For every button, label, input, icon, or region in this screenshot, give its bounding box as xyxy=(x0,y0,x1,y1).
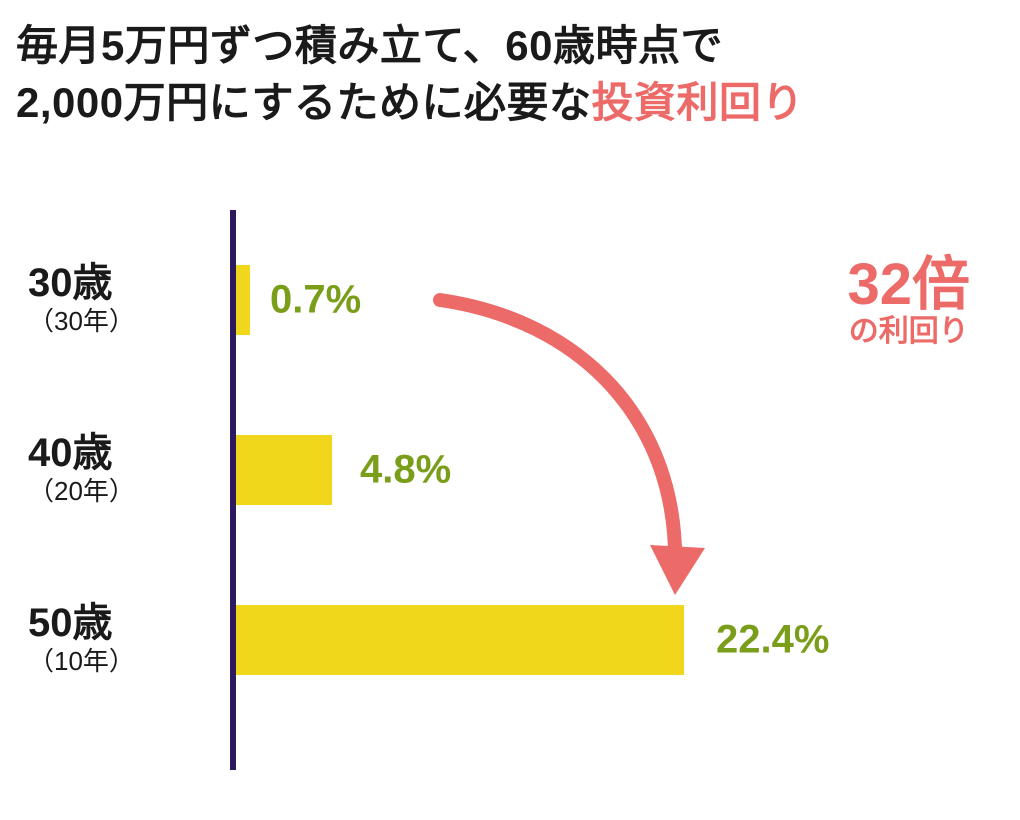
age-label: 50歳 xyxy=(28,601,218,645)
age-label: 40歳 xyxy=(28,431,218,475)
bar-40 xyxy=(236,435,332,505)
title-highlight: 投資利回り xyxy=(592,79,805,126)
value-label-50: 22.4% xyxy=(716,618,829,663)
bar-50 xyxy=(236,605,684,675)
years-label: （30年） xyxy=(28,305,218,339)
callout-big: 32倍 xyxy=(847,256,970,314)
title-line2-before: 2,000万円にするために必要な xyxy=(16,79,592,126)
callout: 32倍 の利回り xyxy=(847,256,970,350)
callout-arrow xyxy=(420,280,740,610)
years-label: （20年） xyxy=(28,475,218,509)
bar-row-50: 50歳 （10年） 22.4% xyxy=(0,605,1020,675)
arrow-head xyxy=(650,545,705,595)
years-label: （10年） xyxy=(28,645,218,679)
value-label-30: 0.7% xyxy=(270,278,361,323)
y-label-50: 50歳 （10年） xyxy=(28,601,218,679)
chart-area: 30歳 （30年） 0.7% 40歳 （20年） 4.8% 50歳 （10年） … xyxy=(0,210,1020,770)
y-label-30: 30歳 （30年） xyxy=(28,261,218,339)
chart-title: 毎月5万円ずつ積み立て、60歳時点で 2,000万円にするために必要な投資利回り xyxy=(16,18,804,131)
y-label-40: 40歳 （20年） xyxy=(28,431,218,509)
callout-small: の利回り xyxy=(847,314,970,350)
bar-30 xyxy=(236,265,250,335)
age-label: 30歳 xyxy=(28,261,218,305)
title-line1: 毎月5万円ずつ積み立て、60歳時点で xyxy=(16,22,723,69)
arrow-curve xyxy=(440,300,675,570)
